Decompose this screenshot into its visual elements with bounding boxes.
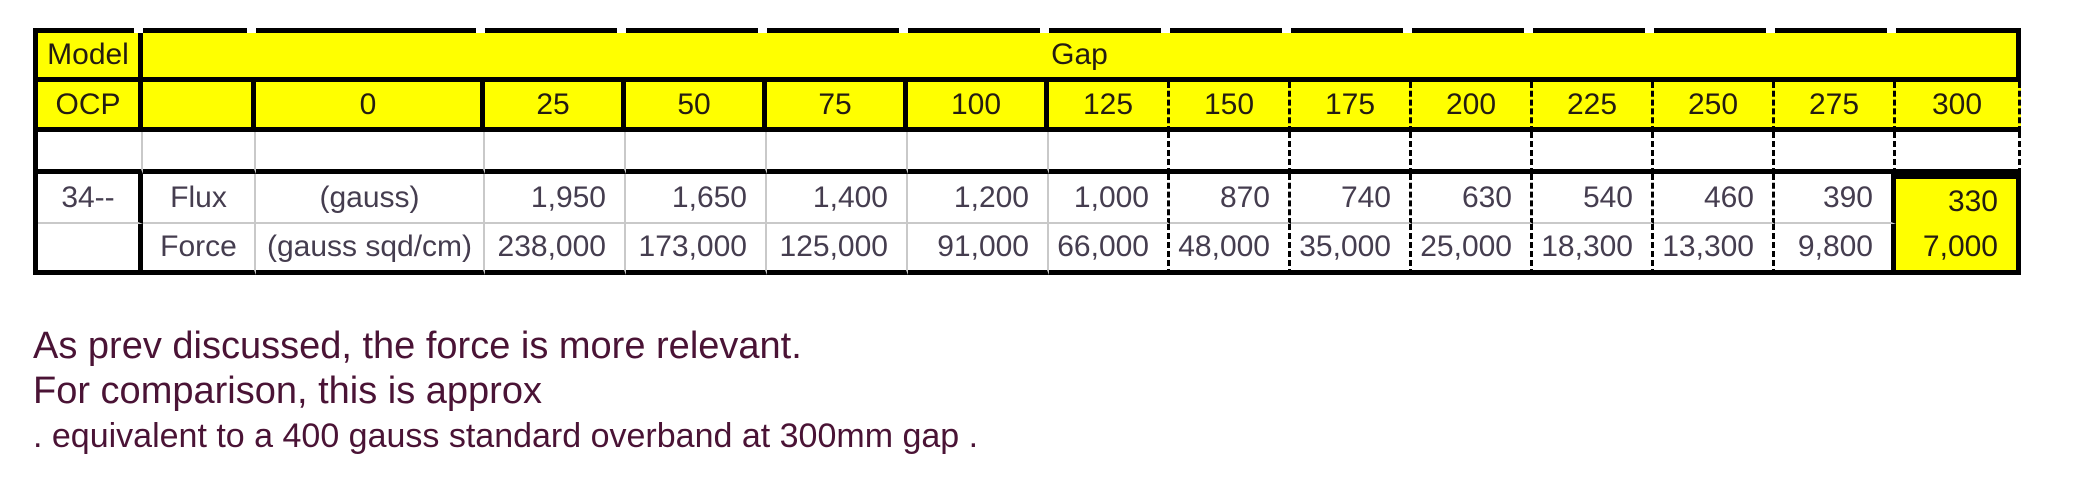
cell-empty[interactable]: [143, 132, 256, 174]
cell-flux-150[interactable]: 870: [1170, 174, 1291, 224]
cell-gap-300[interactable]: 300: [1896, 82, 2021, 132]
cell-flux-225[interactable]: 540: [1533, 174, 1654, 224]
cell-gap-100[interactable]: 100: [908, 82, 1049, 132]
cell-blank-a5[interactable]: [38, 224, 143, 275]
cell-empty[interactable]: [1049, 132, 1170, 174]
cell-flux-25[interactable]: 1,950: [485, 174, 626, 224]
cell-force-300-highlight[interactable]: 7,000: [1896, 224, 2021, 275]
cell-force-150[interactable]: 48,000: [1170, 224, 1291, 275]
cell-force-200[interactable]: 25,000: [1412, 224, 1533, 275]
cell-gap-75[interactable]: 75: [767, 82, 908, 132]
cell-force-125[interactable]: 66,000: [1049, 224, 1170, 275]
cell-force-275[interactable]: 9,800: [1775, 224, 1896, 275]
cell-gap-250[interactable]: 250: [1654, 82, 1775, 132]
cell-empty[interactable]: [1533, 132, 1654, 174]
cell-flux-50[interactable]: 1,650: [626, 174, 767, 224]
gap-table: Model Gap OCP 0 25 50 75 100 125 150 175…: [33, 33, 2021, 275]
cell-row-label-force[interactable]: Force: [143, 224, 256, 275]
cell-flux-300-highlight[interactable]: 330: [1896, 174, 2021, 224]
cell-force-unit[interactable]: (gauss sqd/cm): [256, 224, 485, 275]
cell-empty[interactable]: [1170, 132, 1291, 174]
cell-gap-125[interactable]: 125: [1049, 82, 1170, 132]
cell-empty[interactable]: [1654, 132, 1775, 174]
cell-force-250[interactable]: 13,300: [1654, 224, 1775, 275]
cell-row-label-flux[interactable]: Flux: [143, 174, 256, 224]
cell-flux-100[interactable]: 1,200: [908, 174, 1049, 224]
cell-empty[interactable]: [485, 132, 626, 174]
cell-empty[interactable]: [256, 132, 485, 174]
cell-model-header[interactable]: Model: [38, 33, 143, 82]
cell-model-id[interactable]: 34--: [38, 174, 143, 224]
cell-gap-header[interactable]: Gap: [143, 33, 2021, 82]
cell-gap-225[interactable]: 225: [1533, 82, 1654, 132]
cell-flux-275[interactable]: 390: [1775, 174, 1896, 224]
cell-empty[interactable]: [1412, 132, 1533, 174]
cell-empty[interactable]: [767, 132, 908, 174]
cell-gap-200[interactable]: 200: [1412, 82, 1533, 132]
cell-flux-unit[interactable]: (gauss): [256, 174, 485, 224]
notes-block: As prev discussed, the force is more rel…: [33, 324, 978, 459]
cell-force-25[interactable]: 238,000: [485, 224, 626, 275]
note-line-2: For comparison, this is approx: [33, 370, 542, 412]
cell-empty[interactable]: [626, 132, 767, 174]
cell-empty[interactable]: [38, 132, 143, 174]
cell-empty[interactable]: [1896, 132, 2021, 174]
cell-flux-125[interactable]: 1,000: [1049, 174, 1170, 224]
cell-force-100[interactable]: 91,000: [908, 224, 1049, 275]
cell-flux-200[interactable]: 630: [1412, 174, 1533, 224]
cell-gap-25[interactable]: 25: [485, 82, 626, 132]
table-top-border: [33, 28, 2021, 33]
cell-ocp[interactable]: OCP: [38, 82, 143, 132]
cell-empty[interactable]: [1291, 132, 1412, 174]
cell-flux-75[interactable]: 1,400: [767, 174, 908, 224]
cell-flux-250[interactable]: 460: [1654, 174, 1775, 224]
cell-empty[interactable]: [1775, 132, 1896, 174]
note-line-1: As prev discussed, the force is more rel…: [33, 325, 802, 367]
cell-force-225[interactable]: 18,300: [1533, 224, 1654, 275]
cell-gap-0[interactable]: 0: [256, 82, 485, 132]
cell-empty[interactable]: [908, 132, 1049, 174]
cell-blank-b2[interactable]: [143, 82, 256, 132]
cell-gap-275[interactable]: 275: [1775, 82, 1896, 132]
cell-gap-150[interactable]: 150: [1170, 82, 1291, 132]
cell-gap-50[interactable]: 50: [626, 82, 767, 132]
cell-gap-175[interactable]: 175: [1291, 82, 1412, 132]
cell-force-75[interactable]: 125,000: [767, 224, 908, 275]
note-line-3: . equivalent to a 400 gauss standard ove…: [33, 417, 979, 455]
cell-flux-175[interactable]: 740: [1291, 174, 1412, 224]
cell-force-175[interactable]: 35,000: [1291, 224, 1412, 275]
cell-force-50[interactable]: 173,000: [626, 224, 767, 275]
